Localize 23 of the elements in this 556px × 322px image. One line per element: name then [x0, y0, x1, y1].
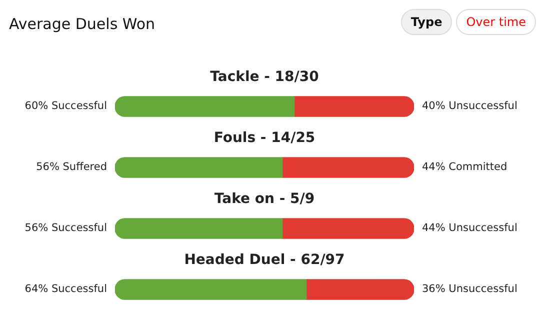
bar: [282, 218, 414, 239]
data-label: 56% Successful: [24, 222, 107, 234]
data-label: 64% Successful: [24, 283, 107, 296]
y-tick-label: Headed Duel - 62/97: [184, 252, 345, 268]
data-label: 40% Unsuccessful: [422, 100, 518, 112]
text: Type: [400, 9, 452, 35]
data-label: 44% Unsuccessful: [422, 222, 518, 234]
data-label: 36% Unsuccessful: [422, 283, 518, 296]
bar: [115, 218, 283, 239]
bar: [282, 157, 414, 178]
bar: [294, 96, 414, 117]
bar: [115, 157, 283, 178]
bar: [115, 279, 307, 300]
y-tick-label: Fouls - 14/25: [214, 130, 316, 146]
text: Over time: [456, 9, 536, 35]
data-label: 60% Successful: [24, 100, 107, 112]
data-label: 56% Suffered: [36, 161, 107, 174]
bar: [115, 96, 295, 117]
bar: [306, 279, 414, 300]
data-label: 44% Committed: [422, 161, 508, 174]
y-tick-label: Take on - 5/9: [214, 191, 315, 208]
y-tick-label: Tackle - 18/30: [210, 69, 320, 86]
chart-title: Average Duels Won: [9, 15, 156, 33]
